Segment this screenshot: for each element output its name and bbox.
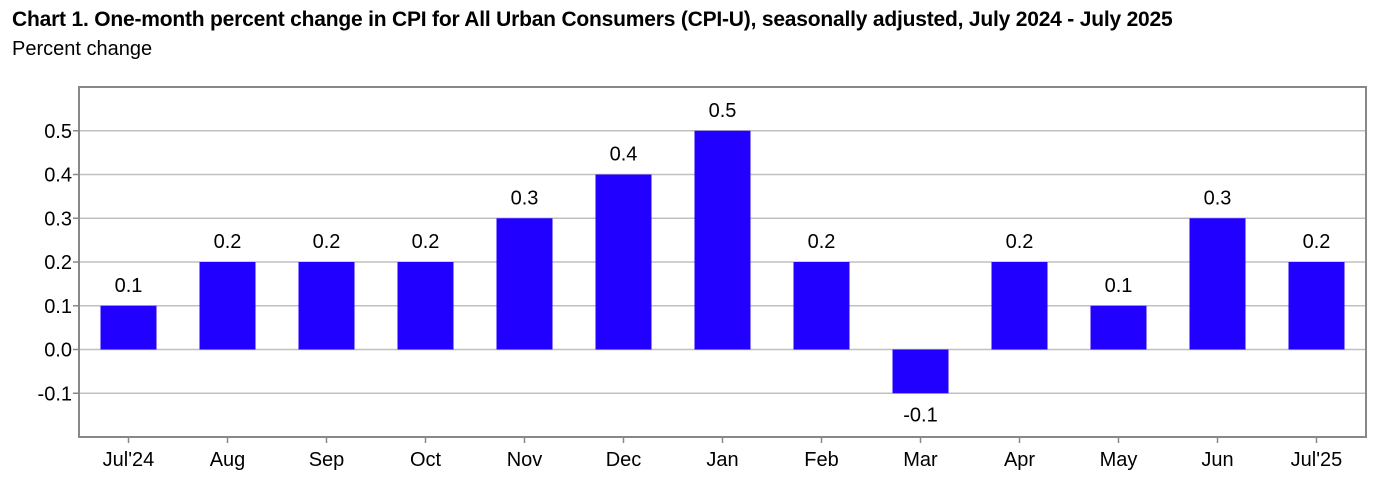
y-tick-label: 0.0 bbox=[44, 340, 72, 362]
x-tick-label: Aug bbox=[210, 449, 246, 471]
y-tick-label: 0.2 bbox=[44, 252, 72, 274]
x-axis-ticks: Jul'24 Aug Sep Oct Nov Dec Jan Feb Mar Apr May Jun J… bbox=[103, 437, 1343, 471]
bar bbox=[595, 174, 652, 350]
x-tick-label: Jul'24 bbox=[103, 449, 155, 471]
bar bbox=[496, 218, 553, 350]
data-label: -0.1 bbox=[903, 404, 937, 426]
data-label: 0.2 bbox=[1006, 231, 1034, 253]
y-tick-label: 0.5 bbox=[44, 121, 72, 143]
data-label: 0.2 bbox=[412, 231, 440, 253]
bar bbox=[1288, 262, 1345, 350]
chart-title: Chart 1. One-month percent change in CPI… bbox=[12, 8, 1173, 31]
bar bbox=[1090, 305, 1147, 350]
x-tick-label: Jun bbox=[1201, 449, 1233, 471]
data-label: 0.2 bbox=[214, 231, 242, 253]
data-label: 0.1 bbox=[1105, 275, 1133, 297]
data-label: 0.3 bbox=[511, 187, 539, 209]
x-tick-label: Oct bbox=[410, 449, 442, 471]
data-label: 0.2 bbox=[808, 231, 836, 253]
bar bbox=[397, 262, 454, 350]
bar bbox=[199, 262, 256, 350]
data-label: 0.3 bbox=[1204, 187, 1232, 209]
y-axis-ticks: -0.1 0.0 0.1 0.2 0.3 0.4 0.5 bbox=[38, 121, 79, 405]
bar bbox=[694, 130, 751, 350]
x-tick-label: Feb bbox=[804, 449, 838, 471]
data-label: 0.2 bbox=[313, 231, 341, 253]
data-label: 0.4 bbox=[610, 144, 638, 166]
x-tick-label: Apr bbox=[1004, 449, 1035, 471]
data-labels: 0.1 0.2 0.2 0.2 0.3 0.4 0.5 0.2 -0.1 0.2 0.1 0.3 0.2 bbox=[115, 100, 1331, 427]
chart-subtitle: Percent change bbox=[12, 38, 153, 60]
bar bbox=[991, 262, 1048, 350]
bar bbox=[793, 262, 850, 350]
bars bbox=[100, 130, 1345, 394]
data-label: 0.1 bbox=[115, 275, 143, 297]
data-label: 0.5 bbox=[709, 100, 737, 122]
x-tick-label: Jan bbox=[706, 449, 738, 471]
bar bbox=[1189, 218, 1246, 350]
x-tick-label: Mar bbox=[903, 449, 938, 471]
y-tick-label: -0.1 bbox=[38, 383, 72, 405]
x-tick-label: Jul'25 bbox=[1291, 449, 1343, 471]
data-label: 0.2 bbox=[1303, 231, 1331, 253]
y-tick-label: 0.4 bbox=[44, 165, 72, 187]
y-tick-label: 0.3 bbox=[44, 208, 72, 230]
y-tick-label: 0.1 bbox=[44, 296, 72, 318]
x-tick-label: Nov bbox=[507, 449, 543, 471]
bar bbox=[892, 349, 949, 394]
bar bbox=[298, 262, 355, 350]
x-tick-label: May bbox=[1100, 449, 1138, 471]
x-tick-label: Sep bbox=[309, 449, 345, 471]
bar bbox=[100, 305, 157, 350]
x-tick-label: Dec bbox=[606, 449, 642, 471]
